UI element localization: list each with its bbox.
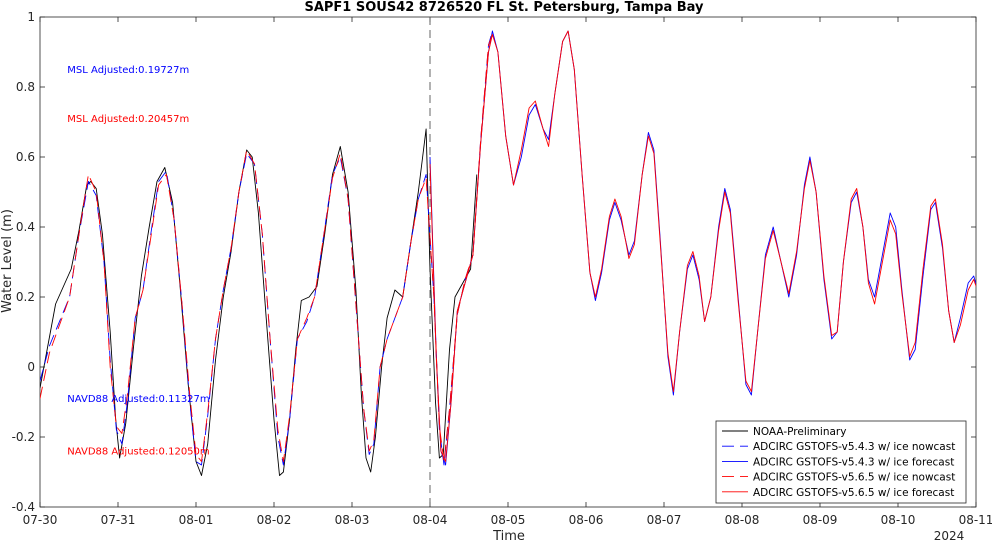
x-tick-label: 08-05 bbox=[491, 513, 526, 527]
x-axis-title: Time bbox=[492, 529, 525, 541]
x-tick-label: 08-02 bbox=[257, 513, 292, 527]
y-tick-label: 0.6 bbox=[16, 150, 35, 164]
x-tick-label: 08-09 bbox=[803, 513, 838, 527]
annotation-2: MSL Adjusted:0.20457m bbox=[67, 114, 189, 125]
x-tick-label: 08-06 bbox=[569, 513, 604, 527]
y-tick-label: 0.4 bbox=[16, 220, 35, 234]
y-tick-label: 0.2 bbox=[16, 290, 35, 304]
legend-label: ADCIRC GSTOFS-v5.6.5 w/ ice forecast bbox=[753, 487, 954, 499]
x-tick-label: 07-31 bbox=[101, 513, 136, 527]
legend: NOAA-Preliminary ADCIRC GSTOFS-v5.4.3 w/ … bbox=[715, 420, 967, 504]
x-tick-label: 08-11 bbox=[959, 513, 992, 527]
x-tick-label: 07-30 bbox=[23, 513, 58, 527]
x-tick-label: 08-08 bbox=[725, 513, 760, 527]
y-tick-label: -0.4 bbox=[12, 500, 35, 514]
legend-box bbox=[715, 420, 967, 504]
x-year-label: 2024 bbox=[934, 529, 965, 541]
x-tick-label: 08-01 bbox=[179, 513, 214, 527]
y-tick-label: -0.2 bbox=[12, 430, 35, 444]
x-tick-label: 08-07 bbox=[647, 513, 682, 527]
series-group bbox=[40, 30, 976, 476]
y-tick-label: 0.8 bbox=[16, 80, 35, 94]
y-axis-title: Water Level (m) bbox=[0, 209, 15, 313]
annotation-3: NAVD88 Adjusted:0.11327m bbox=[67, 394, 209, 405]
y-tick-label: 0 bbox=[27, 360, 35, 374]
plot-area: 07-30 07-31 08-01 08-02 08-03 08-04 08-05 08-06… bbox=[12, 10, 992, 527]
x-tick-label: 08-10 bbox=[881, 513, 916, 527]
annotation-1: MSL Adjusted:0.19727m bbox=[67, 65, 189, 76]
y-tick-label: 1 bbox=[27, 10, 35, 24]
legend-label: ADCIRC GSTOFS-v5.4.3 w/ ice forecast bbox=[753, 456, 954, 468]
legend-label: ADCIRC GSTOFS-v5.4.3 w/ ice nowcast bbox=[753, 441, 955, 453]
legend-label: ADCIRC GSTOFS-v5.6.5 w/ ice nowcast bbox=[753, 472, 955, 484]
annotation-4: NAVD88 Adjusted:0.12050m bbox=[67, 447, 209, 458]
legend-label: NOAA-Preliminary bbox=[753, 426, 846, 438]
series-line-5 bbox=[429, 30, 976, 462]
chart-title: SAPF1 SOUS42 8726520 FL St. Petersburg, … bbox=[304, 0, 704, 15]
x-tick-label: 08-03 bbox=[335, 513, 370, 527]
x-tick-label: 08-04 bbox=[413, 513, 448, 527]
